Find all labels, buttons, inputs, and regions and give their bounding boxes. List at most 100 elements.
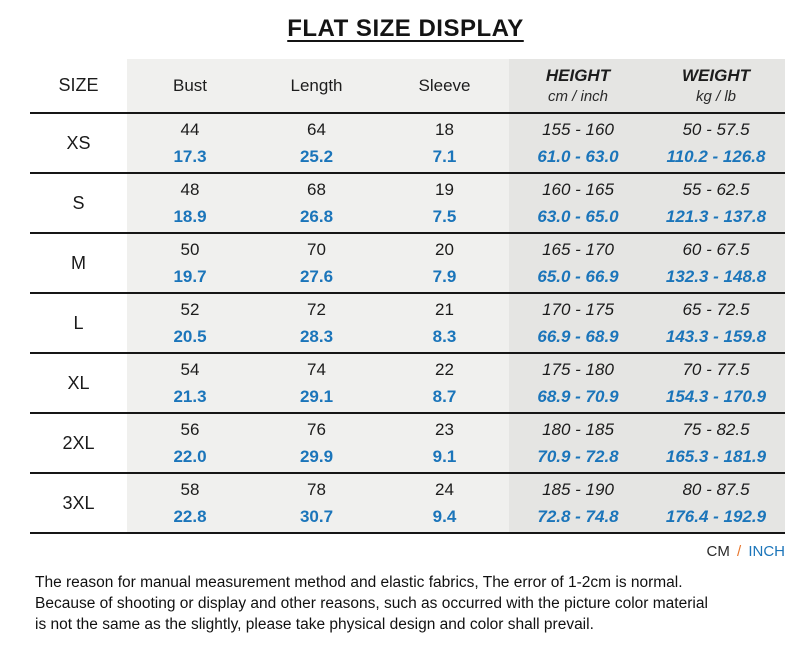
- inch-value: 28.3: [299, 327, 334, 346]
- inch-value: 26.8: [299, 207, 334, 226]
- cm-value: 20: [435, 240, 454, 259]
- page-title: FLAT SIZE DISPLAY: [287, 15, 524, 42]
- bust-cell: 52 20.5: [127, 294, 253, 352]
- bust-cell: 44 17.3: [127, 114, 253, 172]
- inch-value: 21.3: [173, 387, 207, 406]
- cm-value: 50 - 57.5: [682, 120, 750, 139]
- sleeve-cell: 20 7.9: [380, 234, 509, 292]
- inch-value: 176.4 - 192.9: [665, 507, 767, 526]
- length-cell: 78 30.7: [253, 474, 380, 532]
- inch-value: 72.8 - 74.8: [537, 507, 619, 526]
- footer-line-3: is not the same as the slightly, please …: [35, 616, 594, 633]
- inch-value: 17.3: [173, 147, 207, 166]
- inch-value: 132.3 - 148.8: [665, 267, 767, 286]
- inch-value: 63.0 - 65.0: [537, 207, 619, 226]
- weight-cell: 65 - 72.5 143.3 - 159.8: [647, 294, 785, 352]
- cm-value: 74: [307, 360, 326, 379]
- inch-value: 66.9 - 68.9: [537, 327, 619, 346]
- header-bust: Bust: [127, 59, 253, 112]
- weight-cell: 50 - 57.5 110.2 - 126.8: [647, 114, 785, 172]
- cm-value: 54: [180, 360, 200, 379]
- height-cell: 185 - 190 72.8 - 74.8: [509, 474, 647, 532]
- height-cell: 165 - 170 65.0 - 66.9: [509, 234, 647, 292]
- size-table: SIZE Bust Length Sleeve HEIGHT cm / inch…: [30, 59, 785, 534]
- table-row-s: S 48 18.9 68 26.8 19 7.5 160 - 165 63.0 …: [30, 174, 785, 234]
- size-label: M: [30, 234, 127, 292]
- inch-value: 61.0 - 63.0: [537, 147, 619, 166]
- cm-value: 72: [307, 300, 326, 319]
- size-label: XL: [30, 354, 127, 412]
- sleeve-cell: 24 9.4: [380, 474, 509, 532]
- cm-value: 58: [180, 480, 200, 499]
- inch-value: 22.0: [173, 447, 207, 466]
- cm-value: 55 - 62.5: [682, 180, 750, 199]
- cm-value: 50: [180, 240, 200, 259]
- inch-value: 7.1: [432, 147, 457, 166]
- size-label: XS: [30, 114, 127, 172]
- size-label: L: [30, 294, 127, 352]
- cm-value: 68: [307, 180, 326, 199]
- cm-value: 18: [435, 120, 454, 139]
- inch-value: 121.3 - 137.8: [665, 207, 767, 226]
- cm-value: 64: [307, 120, 326, 139]
- sleeve-cell: 18 7.1: [380, 114, 509, 172]
- table-row-3xl: 3XL 58 22.8 78 30.7 24 9.4 185 - 190 72.…: [30, 474, 785, 534]
- cm-value: 65 - 72.5: [682, 300, 750, 319]
- inch-value: 110.2 - 126.8: [666, 147, 766, 166]
- legend-inch-label: INCH: [748, 543, 785, 560]
- cm-value: 165 - 170: [542, 240, 614, 259]
- weight-cell: 75 - 82.5 165.3 - 181.9: [647, 414, 785, 472]
- table-row-xl: XL 54 21.3 74 29.1 22 8.7 175 - 180 68.9…: [30, 354, 785, 414]
- weight-cell: 70 - 77.5 154.3 - 170.9: [647, 354, 785, 412]
- inch-value: 143.3 - 159.8: [665, 327, 767, 346]
- sleeve-cell: 19 7.5: [380, 174, 509, 232]
- size-label: 2XL: [30, 414, 127, 472]
- header-length: Length: [253, 59, 380, 112]
- footer-line-2: Because of shooting or display and other…: [35, 595, 708, 612]
- cm-value: 175 - 180: [542, 360, 614, 379]
- header-height: HEIGHT cm / inch: [509, 59, 647, 112]
- cm-value: 24: [435, 480, 454, 499]
- cm-value: 21: [435, 300, 454, 319]
- length-cell: 64 25.2: [253, 114, 380, 172]
- inch-value: 20.5: [173, 327, 207, 346]
- bust-cell: 54 21.3: [127, 354, 253, 412]
- inch-value: 29.9: [299, 447, 334, 466]
- inch-value: 19.7: [173, 267, 207, 286]
- cm-value: 75 - 82.5: [682, 420, 750, 439]
- inch-value: 25.2: [299, 147, 334, 166]
- inch-value: 18.9: [173, 207, 207, 226]
- cm-value: 160 - 165: [542, 180, 614, 199]
- bust-cell: 58 22.8: [127, 474, 253, 532]
- bust-cell: 56 22.0: [127, 414, 253, 472]
- header-weight-title: WEIGHT: [682, 66, 750, 85]
- header-sleeve: Sleeve: [380, 59, 509, 112]
- inch-value: 8.7: [432, 387, 457, 406]
- legend-cm-label: CM: [706, 543, 730, 560]
- cm-value: 78: [307, 480, 326, 499]
- length-cell: 74 29.1: [253, 354, 380, 412]
- inch-value: 7.9: [432, 267, 457, 286]
- size-chart-page: FLAT SIZE DISPLAY SIZE Bust Length Sleev…: [0, 15, 811, 635]
- height-cell: 155 - 160 61.0 - 63.0: [509, 114, 647, 172]
- cm-value: 60 - 67.5: [682, 240, 750, 259]
- cm-value: 56: [180, 420, 200, 439]
- header-weight: WEIGHT kg / lb: [647, 59, 785, 112]
- cm-value: 80 - 87.5: [682, 480, 750, 499]
- length-cell: 68 26.8: [253, 174, 380, 232]
- weight-cell: 55 - 62.5 121.3 - 137.8: [647, 174, 785, 232]
- cm-value: 155 - 160: [542, 120, 614, 139]
- height-cell: 170 - 175 66.9 - 68.9: [509, 294, 647, 352]
- legend-separator: /: [736, 543, 742, 560]
- cm-value: 70 - 77.5: [682, 360, 750, 379]
- table-row-2xl: 2XL 56 22.0 76 29.9 23 9.1 180 - 185 70.…: [30, 414, 785, 474]
- inch-value: 7.5: [432, 207, 457, 226]
- inch-value: 8.3: [432, 327, 457, 346]
- cm-value: 180 - 185: [542, 420, 614, 439]
- header-height-units: cm / inch: [547, 88, 608, 105]
- unit-legend: CM / INCH: [0, 543, 785, 560]
- inch-value: 9.4: [432, 507, 457, 526]
- header-weight-units: kg / lb: [695, 88, 737, 105]
- inch-value: 68.9 - 70.9: [537, 387, 619, 406]
- table-header-row: SIZE Bust Length Sleeve HEIGHT cm / inch…: [30, 59, 785, 114]
